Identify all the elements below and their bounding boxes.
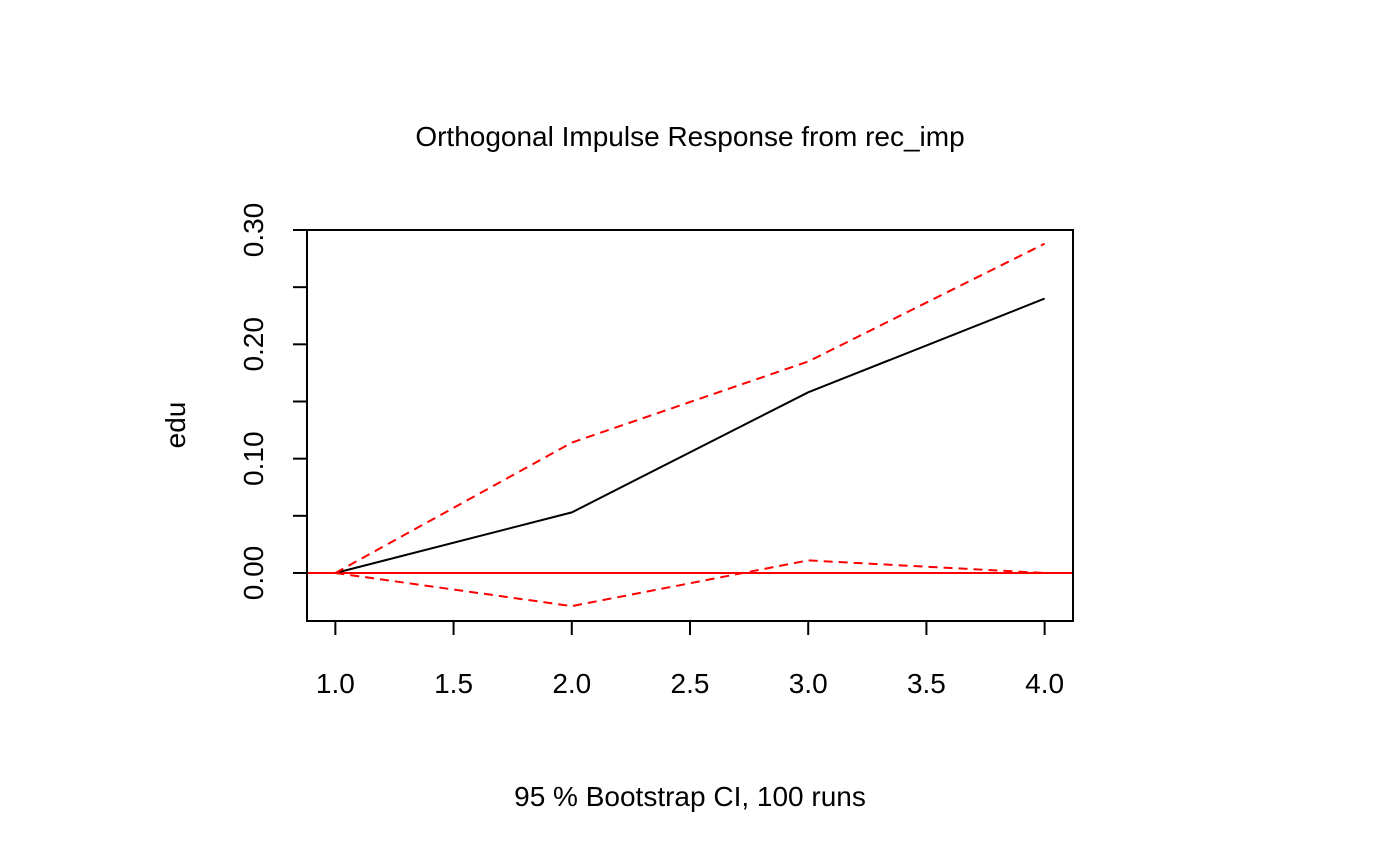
x-tick-label-0: 1.0	[316, 668, 355, 699]
x-tick-label-5: 3.5	[907, 668, 946, 699]
x-tick-label-2: 2.0	[552, 668, 591, 699]
upper-ci-line	[334, 242, 1046, 574]
x-tick-label-1: 1.5	[434, 668, 473, 699]
plot-area: 1.0 1.5 2.0 2.5 3.0 3.5 4.0 0.00 0.10 0.20 0.30	[238, 203, 1074, 699]
y-tick-label-0: 0.00	[238, 546, 269, 601]
y-tick-label-4: 0.20	[238, 317, 269, 372]
impulse-response-line	[335, 297, 1045, 574]
y-axis-label: edu	[160, 402, 191, 449]
y-tick-label-6: 0.30	[238, 203, 269, 258]
x-tick-label-4: 3.0	[789, 668, 828, 699]
plot-frame	[306, 229, 1074, 622]
y-tick-label-2: 0.10	[238, 431, 269, 486]
lower-ci-line	[335, 559, 1045, 608]
x-axis-label: 95 % Bootstrap CI, 100 runs	[514, 781, 866, 812]
chart-title: Orthogonal Impulse Response from rec_imp	[415, 121, 964, 152]
x-tick-label-3: 2.5	[671, 668, 710, 699]
x-tick-label-6: 4.0	[1025, 668, 1064, 699]
